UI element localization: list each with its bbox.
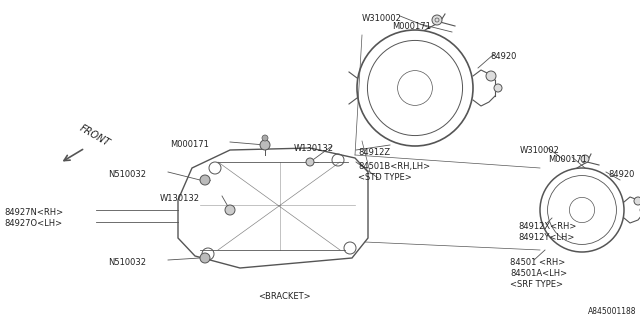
Text: FRONT: FRONT bbox=[78, 123, 112, 148]
Text: M000171: M000171 bbox=[392, 22, 431, 31]
Circle shape bbox=[634, 197, 640, 205]
Circle shape bbox=[581, 155, 589, 163]
Text: <BRACKET>: <BRACKET> bbox=[258, 292, 310, 301]
Circle shape bbox=[494, 84, 502, 92]
Text: W310002: W310002 bbox=[520, 146, 560, 155]
Circle shape bbox=[200, 175, 210, 185]
Text: <SRF TYPE>: <SRF TYPE> bbox=[510, 280, 563, 289]
Circle shape bbox=[306, 158, 314, 166]
Text: M000171: M000171 bbox=[170, 140, 209, 149]
Text: 84501 <RH>: 84501 <RH> bbox=[510, 258, 565, 267]
Circle shape bbox=[432, 15, 442, 25]
Text: 84912X<RH>: 84912X<RH> bbox=[518, 222, 577, 231]
Circle shape bbox=[260, 140, 270, 150]
Circle shape bbox=[225, 205, 235, 215]
Text: A845001188: A845001188 bbox=[588, 307, 636, 316]
Text: 84927N<RH>: 84927N<RH> bbox=[4, 208, 63, 217]
Text: 84501B<RH,LH>: 84501B<RH,LH> bbox=[358, 162, 430, 171]
Text: 84501A<LH>: 84501A<LH> bbox=[510, 269, 567, 278]
Text: 84927O<LH>: 84927O<LH> bbox=[4, 219, 62, 228]
Text: W130132: W130132 bbox=[160, 194, 200, 203]
Circle shape bbox=[262, 135, 268, 141]
Text: 84920: 84920 bbox=[608, 170, 634, 179]
Text: <STD TYPE>: <STD TYPE> bbox=[358, 173, 412, 182]
Text: N510032: N510032 bbox=[108, 258, 146, 267]
Text: N510032: N510032 bbox=[108, 170, 146, 179]
Text: 84912Z: 84912Z bbox=[358, 148, 390, 157]
Text: M000171: M000171 bbox=[548, 155, 587, 164]
Text: 84912Y<LH>: 84912Y<LH> bbox=[518, 233, 574, 242]
Text: 84920: 84920 bbox=[490, 52, 516, 61]
Text: W310002: W310002 bbox=[362, 14, 402, 23]
Circle shape bbox=[200, 253, 210, 263]
Circle shape bbox=[486, 71, 496, 81]
Text: W130132: W130132 bbox=[294, 144, 334, 153]
